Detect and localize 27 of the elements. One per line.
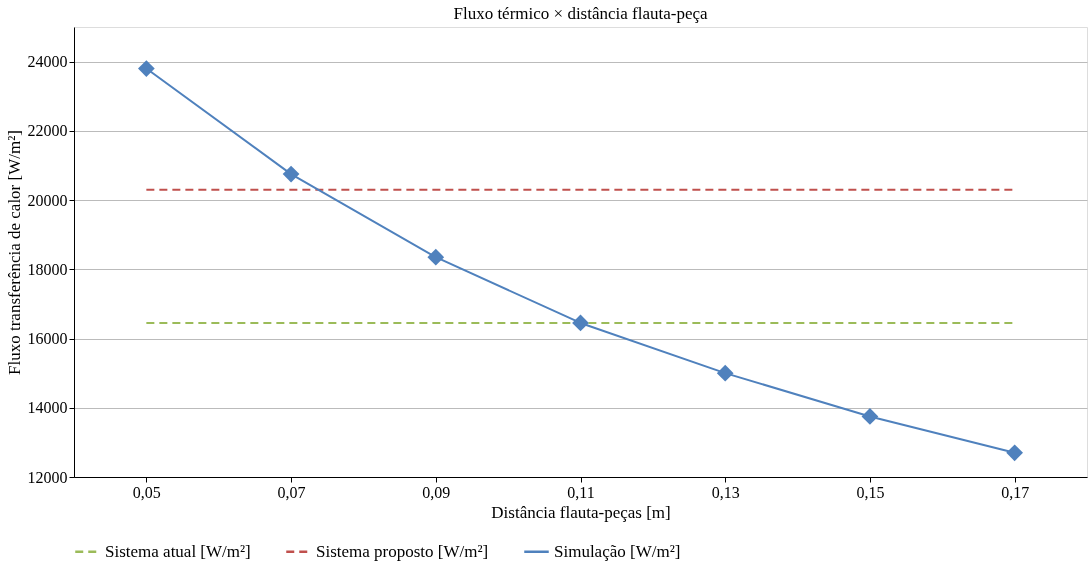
point bbox=[137, 60, 155, 77]
point bbox=[1006, 444, 1024, 462]
legend-label: Sistema proposto [W/m²] bbox=[316, 541, 489, 561]
y-tick-label: 20000 bbox=[27, 191, 68, 209]
y-tick-label: 24000 bbox=[27, 53, 68, 71]
x-tick-label: 0,07 bbox=[277, 483, 306, 501]
legend-label: Simulação [W/m²] bbox=[554, 541, 681, 561]
chart-title: Fluxo térmico × distância flauta-peça bbox=[453, 4, 708, 23]
y-tick-label: 22000 bbox=[27, 122, 68, 140]
point bbox=[282, 165, 300, 183]
point bbox=[572, 314, 589, 332]
x-tick-label: 0,09 bbox=[422, 483, 451, 501]
x-axis-title: Distância flauta-peças [m] bbox=[491, 502, 671, 522]
y-tick-label: 14000 bbox=[27, 399, 68, 417]
y-tick-label: 18000 bbox=[27, 260, 68, 278]
y-axis-title: Fluxo transferência de calor [W/m²] bbox=[4, 130, 24, 375]
x-tick-label: 0,17 bbox=[1001, 483, 1030, 501]
legend-label: Sistema atual [W/m²] bbox=[105, 541, 251, 561]
x-tick-label: 0,05 bbox=[132, 483, 161, 501]
x-tick-label: 0,15 bbox=[856, 483, 885, 501]
point bbox=[861, 408, 879, 425]
y-tick-label: 16000 bbox=[27, 330, 68, 348]
point bbox=[427, 248, 445, 266]
point bbox=[716, 364, 734, 382]
y-tick-label: 12000 bbox=[27, 468, 68, 486]
x-tick-label: 0,13 bbox=[711, 483, 740, 501]
x-tick-label: 0,11 bbox=[567, 483, 595, 501]
